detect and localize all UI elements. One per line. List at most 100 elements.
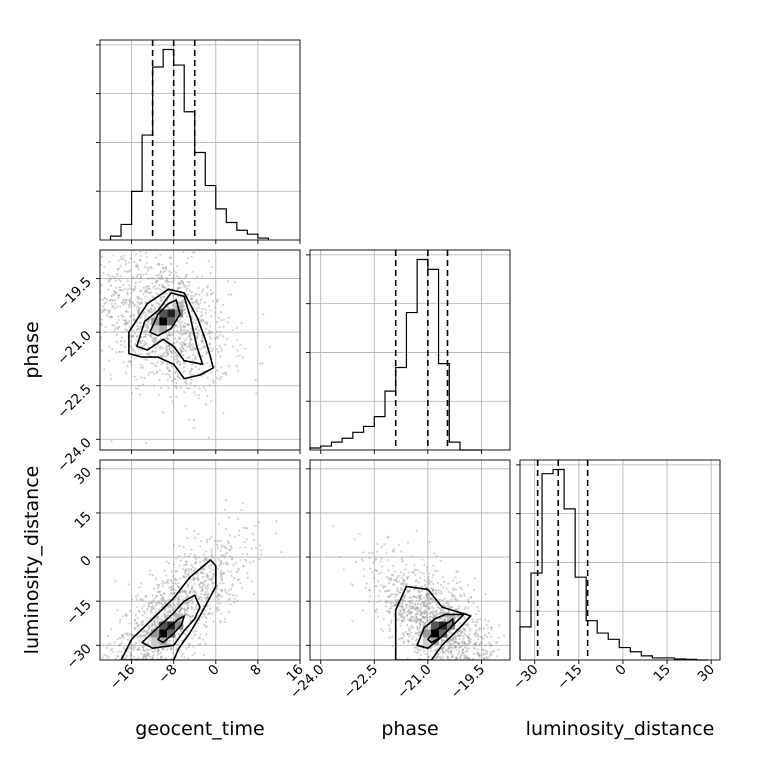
sample-point <box>140 598 143 601</box>
sample-point <box>169 263 173 266</box>
sample-point <box>106 273 109 276</box>
sample-point <box>65 695 67 697</box>
sample-point <box>199 561 202 564</box>
sample-point <box>141 657 145 660</box>
sample-point <box>242 526 245 529</box>
sample-point <box>215 347 218 350</box>
sample-point <box>141 691 143 693</box>
sample-point <box>125 322 128 325</box>
sample-point <box>259 362 262 365</box>
sample-point <box>204 312 207 315</box>
sample-point <box>233 601 236 604</box>
sample-point <box>179 630 182 633</box>
sample-point <box>429 597 433 601</box>
sample-point <box>134 285 137 288</box>
sample-point <box>457 649 461 653</box>
sample-point <box>441 609 444 612</box>
sample-point <box>201 288 205 291</box>
sample-point <box>436 606 439 609</box>
sample-point <box>166 306 170 309</box>
contour-line <box>149 299 181 337</box>
sample-point <box>178 610 181 613</box>
sample-point <box>387 569 390 572</box>
sample-point <box>421 620 424 623</box>
sample-point <box>402 572 405 575</box>
sample-point <box>86 692 88 694</box>
sample-point <box>458 642 461 646</box>
sample-point <box>218 334 221 337</box>
sample-point <box>180 677 182 679</box>
sample-point <box>419 609 422 613</box>
sample-point <box>456 599 459 602</box>
sample-point <box>222 554 225 557</box>
sample-point <box>428 607 431 610</box>
sample-point <box>182 331 185 334</box>
sample-point <box>441 656 444 659</box>
sample-point <box>146 609 149 612</box>
sample-point <box>160 298 163 302</box>
sample-point <box>426 619 429 622</box>
sample-point <box>494 641 497 644</box>
sample-point <box>473 577 476 580</box>
sample-point <box>406 577 409 580</box>
sample-point <box>118 278 121 282</box>
sample-point <box>369 567 372 570</box>
sample-point <box>131 300 135 304</box>
sample-point <box>167 643 171 646</box>
sample-point <box>196 335 199 339</box>
sample-point <box>203 559 206 562</box>
sample-point <box>474 642 477 645</box>
sample-point <box>239 343 242 347</box>
sample-point <box>153 337 156 340</box>
sample-point <box>399 570 403 574</box>
sample-point <box>102 310 105 313</box>
sample-point <box>222 303 225 307</box>
sample-point <box>368 589 372 592</box>
sample-point <box>147 627 150 631</box>
sample-point <box>215 609 218 612</box>
sample-point <box>143 655 146 658</box>
sample-point <box>395 580 399 583</box>
sample-point <box>108 345 111 349</box>
sample-point <box>114 657 117 660</box>
sample-point <box>423 602 426 605</box>
sample-point <box>442 604 445 607</box>
sample-point <box>476 618 479 621</box>
sample-point <box>153 620 156 623</box>
sample-point <box>220 319 223 322</box>
sample-point <box>119 696 121 698</box>
sample-point <box>220 561 223 564</box>
sample-point <box>183 607 186 610</box>
sample-point <box>467 657 470 660</box>
sample-point <box>497 701 499 703</box>
sample-point <box>170 616 173 619</box>
sample-point <box>139 633 142 637</box>
sample-point <box>147 616 150 620</box>
sample-point <box>137 656 140 659</box>
sample-point <box>447 645 451 648</box>
density-cell <box>175 301 184 310</box>
sample-point <box>135 305 139 308</box>
sample-point <box>200 540 203 543</box>
sample-point <box>148 569 151 572</box>
sample-point <box>368 556 371 559</box>
sample-point <box>446 655 449 658</box>
sample-point <box>163 612 166 615</box>
sample-point <box>181 567 184 570</box>
sample-point <box>156 650 159 653</box>
sample-point <box>195 298 198 302</box>
sample-point <box>407 633 410 636</box>
sample-point <box>404 593 407 597</box>
sample-point <box>450 598 453 601</box>
sample-point <box>178 376 181 380</box>
sample-point <box>126 650 129 653</box>
sample-point <box>441 619 444 623</box>
sample-point <box>451 637 455 640</box>
sample-point <box>148 626 151 629</box>
sample-point <box>392 564 395 567</box>
sample-point <box>392 602 395 605</box>
sample-point <box>450 663 452 665</box>
sample-point <box>211 577 214 580</box>
sample-point <box>106 309 110 312</box>
sample-point <box>110 315 113 319</box>
